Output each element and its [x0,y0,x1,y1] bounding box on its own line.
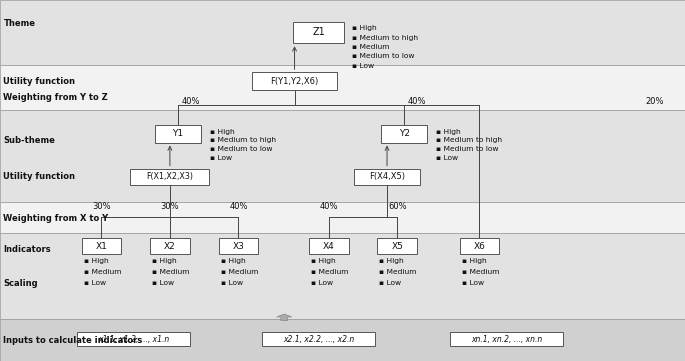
Text: ▪ Medium: ▪ Medium [379,269,417,275]
Text: ▪ High: ▪ High [462,258,486,264]
Text: ▪ Medium to high: ▪ Medium to high [353,35,419,40]
Text: x2.1, x2.2, ..., x2.n: x2.1, x2.2, ..., x2.n [283,335,354,344]
Polygon shape [277,314,292,321]
Text: ▪ High: ▪ High [353,25,377,31]
Text: ▪ Medium: ▪ Medium [353,44,390,50]
Bar [381,125,427,143]
Bar [0,233,685,319]
Text: 40%: 40% [181,97,200,106]
Text: ▪ Medium: ▪ Medium [311,269,349,275]
Text: ▪ Medium: ▪ Medium [152,269,190,275]
Text: x1.1, x1.2, ..., x1.n: x1.1, x1.2, ..., x1.n [98,335,169,344]
Text: Theme: Theme [3,19,36,28]
Text: Sub-theme: Sub-theme [3,136,55,145]
Text: ▪ High: ▪ High [221,258,245,264]
Bar [0,65,685,110]
Text: ▪ Low: ▪ Low [221,280,242,286]
Bar [150,238,190,254]
Text: ▪ Medium to high: ▪ Medium to high [210,138,276,143]
Bar [451,332,563,346]
Bar [219,238,258,254]
Text: ▪ Low: ▪ Low [379,280,401,286]
Text: Y1: Y1 [173,129,184,138]
Text: ▪ Low: ▪ Low [152,280,174,286]
Bar [82,238,121,254]
Text: Utility function: Utility function [3,173,75,181]
Text: Y2: Y2 [399,129,410,138]
Text: ▪ Low: ▪ Low [311,280,333,286]
Text: ▪ Medium to low: ▪ Medium to low [353,53,415,59]
Text: ▪ Medium to low: ▪ Medium to low [210,146,272,152]
Text: ▪ Low: ▪ Low [462,280,484,286]
Text: xn.1, xn.2, ..., xn.n: xn.1, xn.2, ..., xn.n [471,335,543,344]
Text: 30%: 30% [160,202,179,211]
Text: ▪ High: ▪ High [436,129,460,135]
Text: 40%: 40% [407,97,426,106]
Text: Weighting from X to Y: Weighting from X to Y [3,214,108,223]
Text: Utility function: Utility function [3,77,75,86]
Text: ▪ Low: ▪ Low [353,63,375,69]
Text: ▪ High: ▪ High [210,129,234,135]
Bar [0,202,685,233]
Text: X3: X3 [232,242,245,251]
Bar [0,0,685,65]
Text: F(Y1,Y2,X6): F(Y1,Y2,X6) [271,77,319,86]
Text: Indicators: Indicators [3,245,51,253]
Text: 60%: 60% [388,202,407,211]
Bar [251,72,337,90]
Bar [460,238,499,254]
Text: ▪ Medium to high: ▪ Medium to high [436,138,502,143]
Text: ▪ High: ▪ High [84,258,108,264]
Text: 40%: 40% [229,202,248,211]
Text: Z1: Z1 [312,27,325,38]
Bar [155,125,201,143]
Text: Weighting from Y to Z: Weighting from Y to Z [3,93,108,102]
Text: ▪ Medium: ▪ Medium [221,269,258,275]
Text: X6: X6 [473,242,486,251]
Text: Inputs to calculate indicators: Inputs to calculate indicators [3,336,142,344]
Text: ▪ High: ▪ High [311,258,336,264]
Text: F(X1,X2,X3): F(X1,X2,X3) [147,173,193,181]
Text: ▪ Medium to low: ▪ Medium to low [436,146,498,152]
Text: F(X4,X5): F(X4,X5) [369,173,405,181]
Bar [377,238,417,254]
Text: ▪ Medium: ▪ Medium [462,269,499,275]
Text: Scaling: Scaling [3,279,38,288]
Bar [77,332,190,346]
Text: ▪ Low: ▪ Low [436,155,458,161]
Bar [262,332,375,346]
Bar [0,110,685,202]
Bar [309,238,349,254]
Text: ▪ Low: ▪ Low [210,155,232,161]
Text: ▪ Medium: ▪ Medium [84,269,121,275]
Text: 30%: 30% [92,202,111,211]
Bar [130,169,209,185]
Text: X1: X1 [95,242,108,251]
Bar [293,22,345,43]
Text: X2: X2 [164,242,176,251]
Bar [354,169,419,185]
Text: ▪ Low: ▪ Low [84,280,105,286]
Text: ▪ High: ▪ High [152,258,177,264]
Text: X4: X4 [323,242,335,251]
Text: ▪ High: ▪ High [379,258,404,264]
Bar [0,319,685,361]
Text: 20%: 20% [645,97,664,106]
Text: X5: X5 [391,242,403,251]
Text: 40%: 40% [319,202,338,211]
